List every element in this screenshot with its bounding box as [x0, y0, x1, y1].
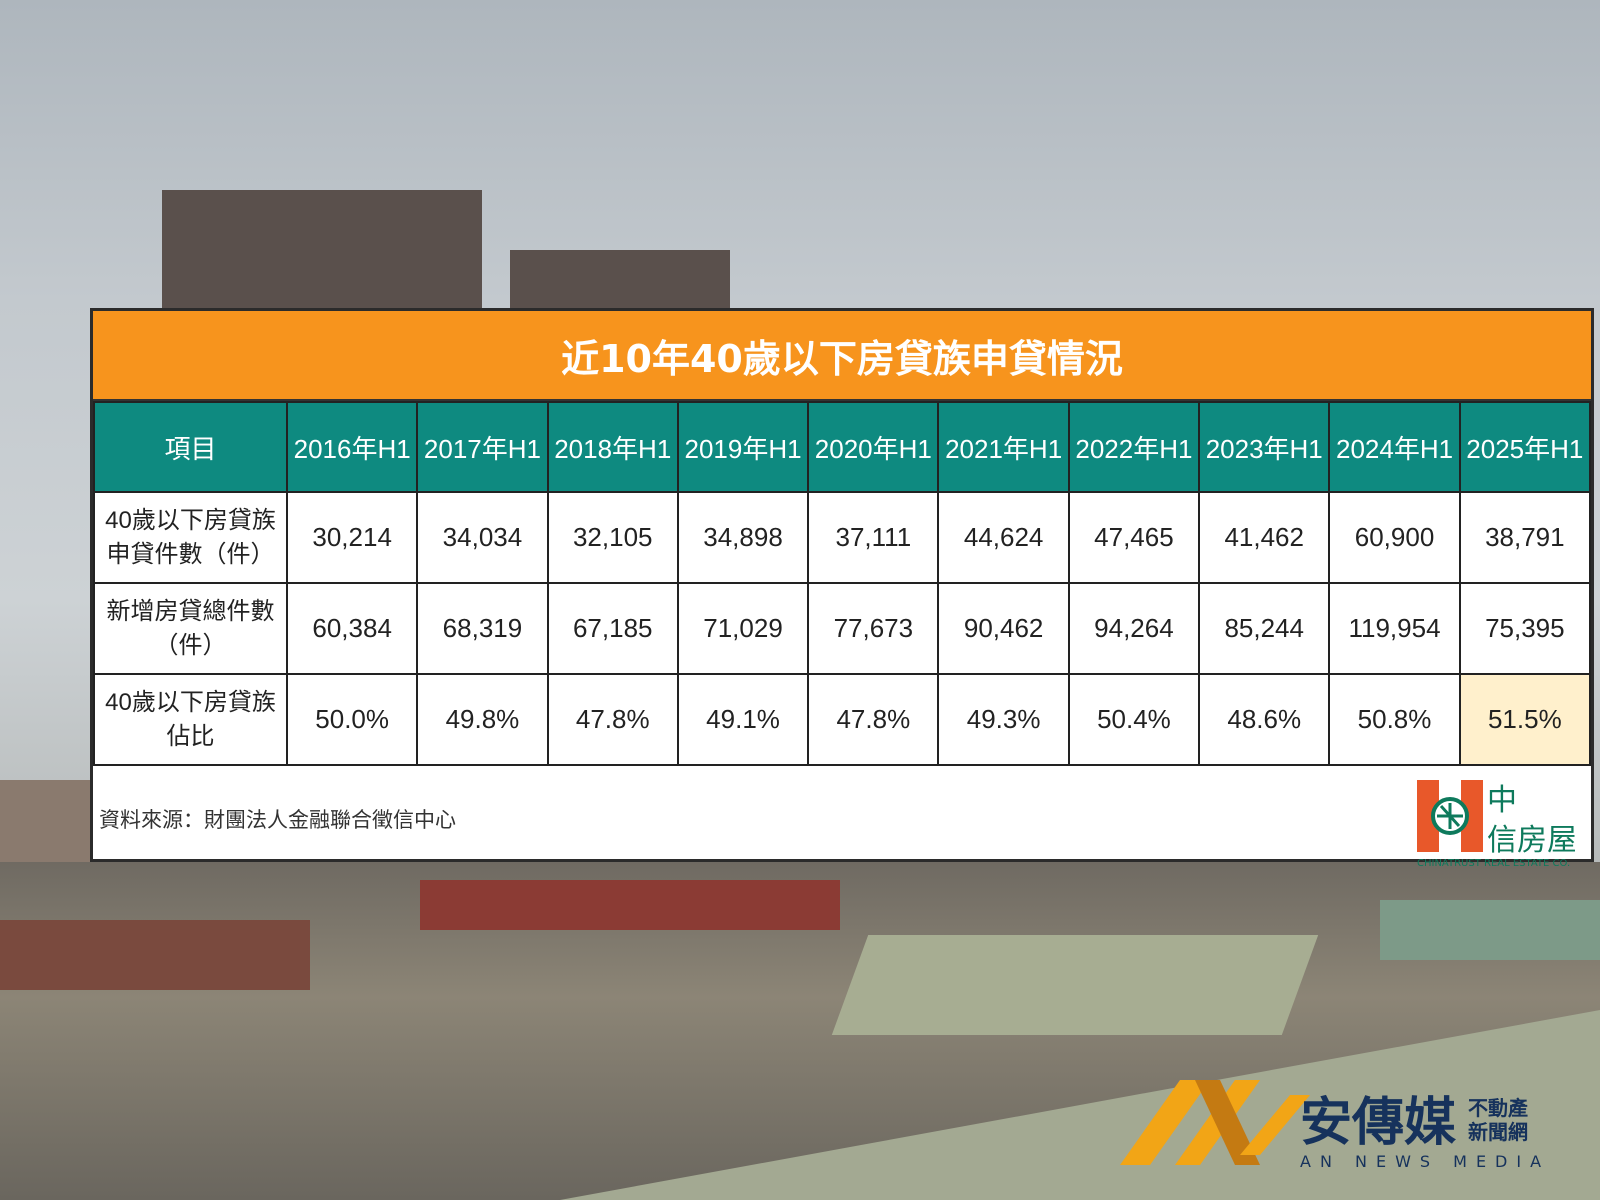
table-cell: 50.4% — [1067, 673, 1201, 766]
table-cell: 48.6% — [1198, 673, 1331, 766]
svg-text:中: 中 — [1487, 783, 1517, 818]
table-cell: 67,185 — [546, 582, 679, 675]
column-header-period: 2016年H1 — [285, 401, 419, 493]
table-cell: 51.5% — [1458, 673, 1592, 766]
table-cell: 49.8% — [416, 673, 549, 766]
table-cell: 37,111 — [807, 491, 940, 584]
an-news-media-watermark: 安傳媒 不動產 新聞網 AN NEWS MEDIA — [1120, 1080, 1550, 1171]
source-note: 資料來源：財團法人金融聯合徵信中心 — [99, 808, 456, 832]
table-cell: 47,465 — [1067, 491, 1201, 584]
table-cell: 94,264 — [1067, 582, 1201, 675]
table-card: 近10年40歲以下房貸族申貸情況 項目 2016年H1 2017年H1 2018年H1… — [90, 308, 1594, 869]
column-header-period: 2017年H1 — [416, 401, 549, 493]
column-header-period: 2021年H1 — [937, 401, 1070, 493]
svg-text:信房屋: 信房屋 — [1487, 823, 1575, 858]
column-header-item: 項目 — [93, 401, 288, 493]
svg-text:新聞網: 新聞網 — [1468, 1120, 1528, 1144]
table-row: 新增房貸總件數（件） 60,384 68,319 67,185 71,029 77,673… — [93, 582, 1592, 675]
table-cell: 75,395 — [1458, 582, 1592, 675]
column-header-period: 2020年H1 — [807, 401, 940, 493]
column-header-period: 2019年H1 — [676, 401, 810, 493]
svg-text:AN NEWS MEDIA: AN NEWS MEDIA — [1300, 1152, 1550, 1171]
table-cell: 60,900 — [1328, 491, 1461, 584]
table-cell: 71,029 — [676, 582, 810, 675]
table-cell: 30,214 — [285, 491, 419, 584]
table-cell: 50.0% — [285, 673, 419, 766]
header-row: 項目 2016年H1 2017年H1 2018年H1 2019年H1 2020年H1 202… — [93, 401, 1592, 493]
table-cell: 44,624 — [937, 491, 1070, 584]
table-cell: 49.3% — [937, 673, 1070, 766]
table-cell: 49.1% — [676, 673, 810, 766]
row-label: 40歲以下房貸族佔比 — [93, 673, 288, 766]
table-row: 40歲以下房貸族申貸件數（件） 30,214 34,034 32,105 34,898 3… — [93, 491, 1592, 584]
column-header-period: 2023年H1 — [1198, 401, 1331, 493]
table-cell: 85,244 — [1198, 582, 1331, 675]
table-cell: 38,791 — [1458, 491, 1592, 584]
table-cell: 34,034 — [416, 491, 549, 584]
table-title: 近10年40歲以下房貸族申貸情況 — [93, 311, 1591, 401]
table-cell: 34,898 — [676, 491, 810, 584]
table-cell: 60,384 — [285, 582, 419, 675]
row-label: 新增房貸總件數（件） — [93, 582, 288, 675]
table-cell: 90,462 — [937, 582, 1070, 675]
table-cell: 41,462 — [1198, 491, 1331, 584]
table-cell: 50.8% — [1328, 673, 1461, 766]
table-cell: 32,105 — [546, 491, 679, 584]
svg-text:CHINATRUST REAL ESTATE CO.: CHINATRUST REAL ESTATE CO. — [1417, 858, 1570, 869]
table-cell: 47.8% — [546, 673, 679, 766]
column-header-period: 2025年H1 — [1458, 401, 1592, 493]
column-header-period: 2022年H1 — [1067, 401, 1201, 493]
table-cell: 119,954 — [1328, 582, 1461, 675]
table-footer: 資料來源：財團法人金融聯合徵信中心 中 信房屋 CHINATRUST REAL … — [93, 766, 1591, 874]
column-header-period: 2018年H1 — [546, 401, 679, 493]
column-header-period: 2024年H1 — [1328, 401, 1461, 493]
row-label: 40歲以下房貸族申貸件數（件） — [93, 491, 288, 584]
table-cell: 77,673 — [807, 582, 940, 675]
chinatrust-logo: 中 信房屋 CHINATRUST REAL ESTATE CO. — [1417, 780, 1575, 869]
data-table: 項目 2016年H1 2017年H1 2018年H1 2019年H1 2020年H1 202… — [93, 401, 1592, 766]
svg-text:不動產: 不動產 — [1468, 1096, 1528, 1120]
svg-text:安傳媒: 安傳媒 — [1300, 1093, 1457, 1153]
table-cell: 68,319 — [416, 582, 549, 675]
table-cell: 47.8% — [807, 673, 940, 766]
table-row: 40歲以下房貸族佔比 50.0% 49.8% 47.8% 49.1% 47.8% 49.3%… — [93, 673, 1592, 766]
